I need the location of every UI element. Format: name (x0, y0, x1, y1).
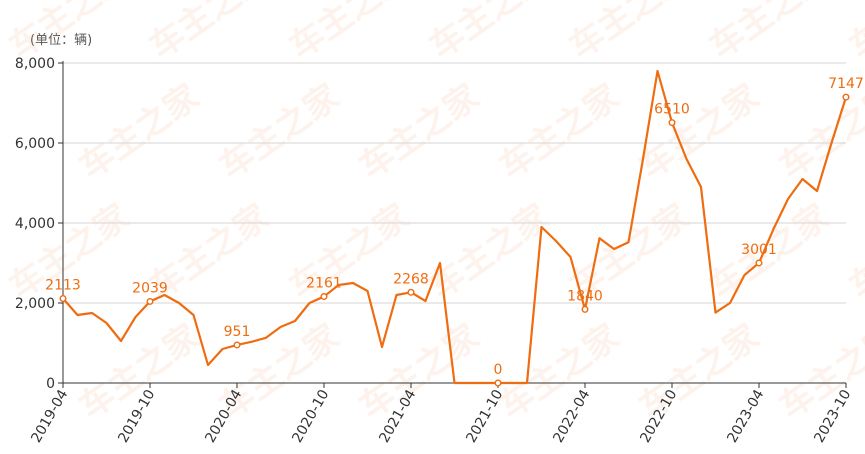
watermark-text: 车主之家 (772, 317, 865, 428)
watermark-text: 车主之家 (842, 197, 865, 308)
data-point-marker (407, 288, 415, 296)
data-point-marker (146, 297, 154, 305)
y-tick-label: 6,000 (15, 136, 55, 152)
watermark-text: 车主之家 (282, 197, 416, 308)
data-point-marker (842, 93, 850, 101)
watermark-text: 车主之家 (212, 77, 346, 188)
series-line (61, 69, 848, 385)
watermark-text: 车主之家 (352, 77, 486, 188)
data-label: 6510 (654, 102, 690, 118)
data-point-marker (581, 305, 589, 313)
data-label: 1840 (567, 288, 603, 304)
watermark-text: 车主之家 (492, 317, 626, 428)
data-label: 2113 (45, 277, 81, 293)
watermark-text: 车主之家 (282, 0, 416, 67)
data-point-marker (320, 293, 328, 301)
series-polyline (61, 69, 848, 385)
x-tick-label: 2021-10 (463, 387, 506, 446)
watermark-text: 车主之家 (702, 0, 836, 67)
x-tick-label: 2023-04 (724, 387, 767, 446)
data-labels: 2113 2039 951 2161 2268 0 1840 6510 3001 7147 (45, 76, 864, 387)
y-tick-label: 0 (46, 376, 55, 392)
y-tick-label: 8,000 (15, 56, 55, 72)
data-label: 951 (224, 324, 251, 340)
data-point-marker (233, 341, 241, 349)
watermark-text: 车主之家 (72, 77, 206, 188)
watermark-text: 车主之家 (492, 77, 626, 188)
watermark-text: 车主之家 (562, 0, 696, 67)
data-point-marker (494, 379, 502, 387)
y-tick-label: 2,000 (15, 296, 55, 312)
data-point-marker (59, 294, 67, 302)
data-label: 2039 (132, 280, 168, 296)
grid-lines (63, 62, 846, 304)
data-label: 3001 (741, 242, 777, 258)
watermark-text: 车主之家 (632, 77, 766, 188)
data-point-marker (668, 119, 676, 127)
x-tick-label: 2019-04 (28, 387, 71, 446)
data-label: 2268 (393, 271, 429, 287)
unit-label: (单位：辆) (30, 33, 93, 48)
data-point-marker (755, 259, 763, 267)
watermark-text: 车主之家 (422, 0, 556, 67)
y-tick-label: 4,000 (15, 216, 55, 232)
watermark-text: 车主之家 (352, 317, 486, 428)
watermark-text: 车主之家 (142, 0, 276, 67)
watermark-text: 车主之家 (842, 0, 865, 67)
watermark-text: 车主之家 (772, 77, 865, 188)
data-label: 7147 (828, 76, 864, 92)
data-label: 2161 (306, 276, 342, 292)
data-label: 0 (494, 362, 503, 378)
x-tick-label: 2020-10 (289, 387, 332, 446)
